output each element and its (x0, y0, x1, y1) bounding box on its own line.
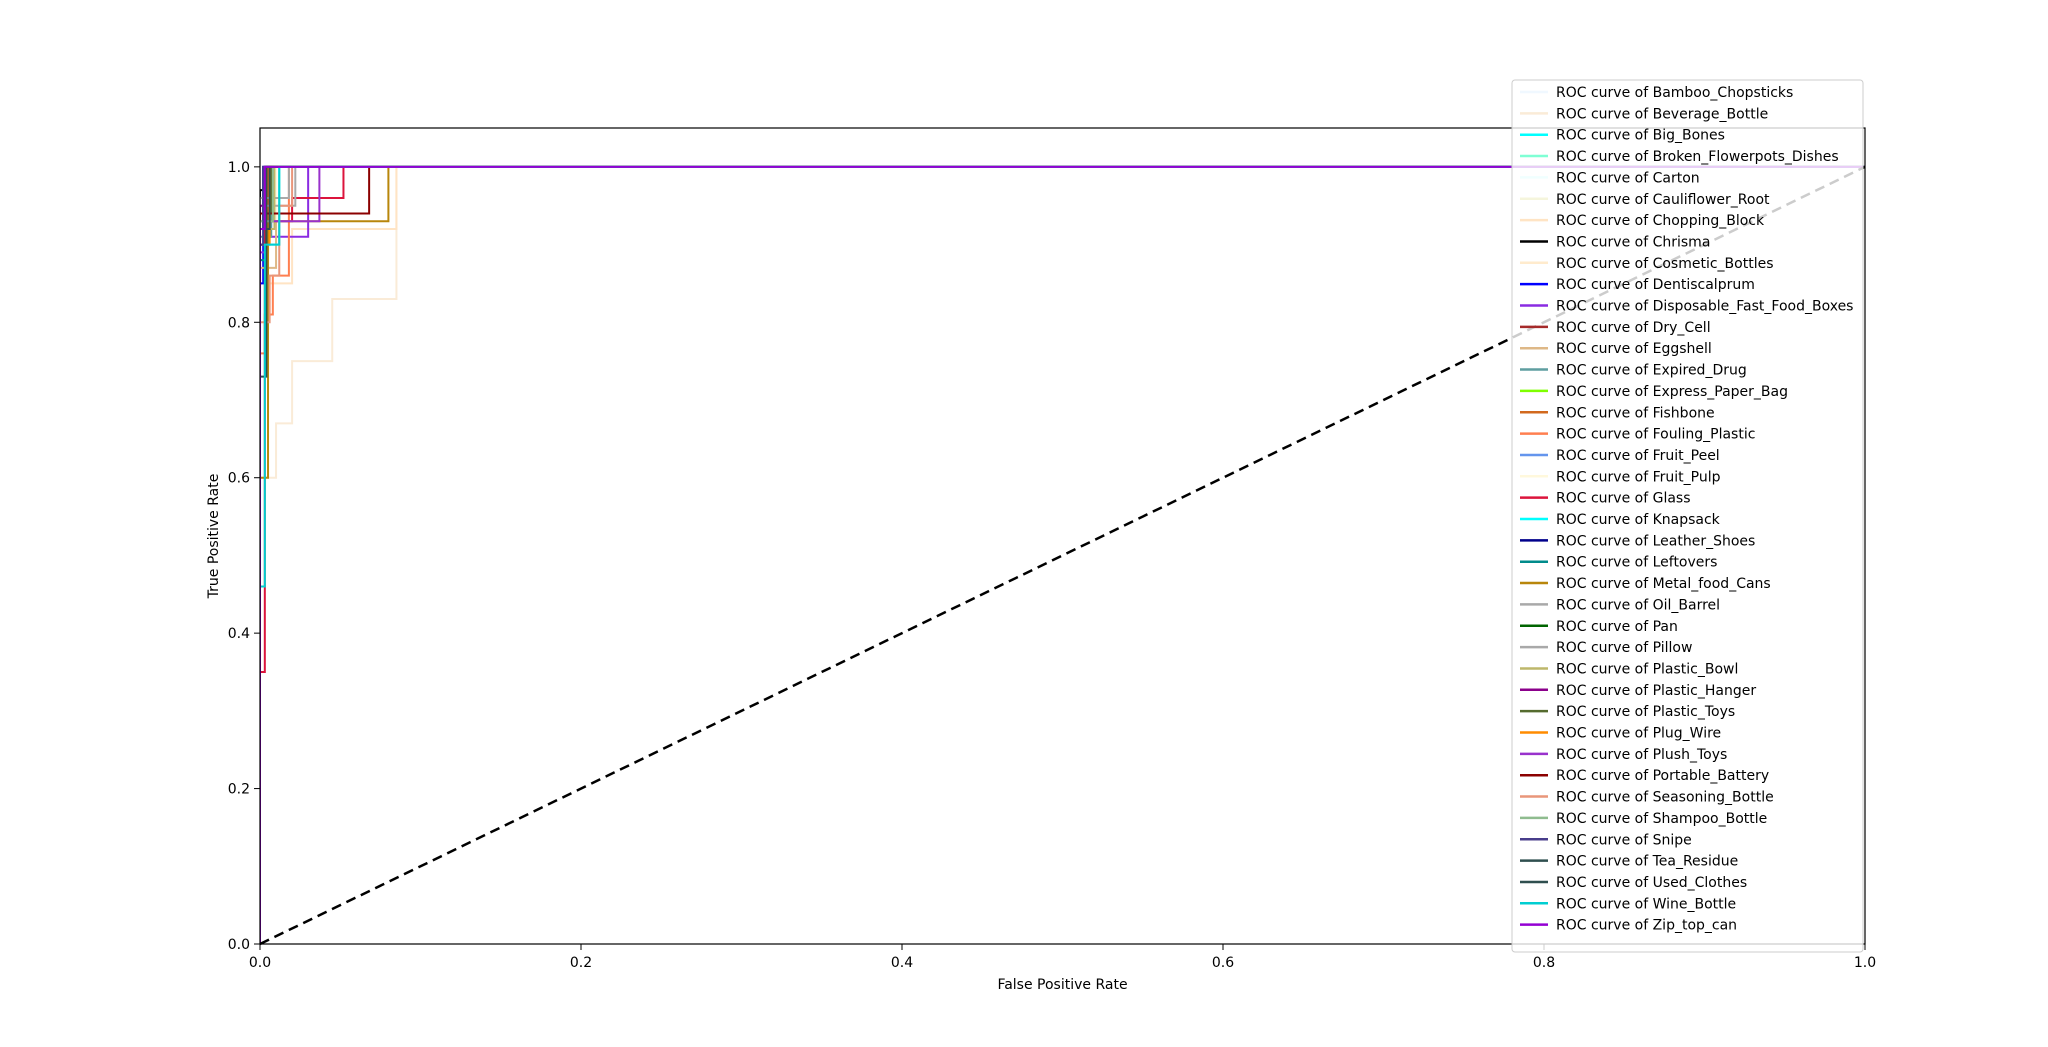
x-tick-label: 1.0 (1854, 955, 1876, 971)
y-tick-label: 0.6 (228, 471, 250, 487)
legend-entry-label: ROC curve of Fruit_Pulp (1556, 469, 1721, 485)
legend-entry-label: ROC curve of Oil_Barrel (1556, 597, 1720, 613)
legend-entry-label: ROC curve of Expired_Drug (1556, 363, 1747, 379)
legend-entry-label: ROC curve of Bamboo_Chopsticks (1556, 85, 1793, 101)
legend-entry-label: ROC curve of Fruit_Peel (1556, 448, 1720, 464)
y-tick-label: 0.8 (228, 315, 250, 331)
x-tick-label: 0.8 (1533, 955, 1555, 971)
legend-box (1511, 79, 1864, 953)
legend-entry-label: ROC curve of Chopping_Block (1556, 213, 1765, 229)
legend-entry-label: ROC curve of Leather_Shoes (1556, 533, 1755, 549)
legend-entry-label: ROC curve of Disposable_Fast_Food_Boxes (1556, 299, 1853, 315)
legend-entry-label: ROC curve of Metal_food_Cans (1556, 576, 1771, 592)
legend-entry-label: ROC curve of Plastic_Toys (1556, 704, 1735, 720)
legend-entry-label: ROC curve of Shampoo_Bottle (1556, 811, 1767, 827)
legend-entry-label: ROC curve of Leftovers (1556, 555, 1717, 571)
legend-entry-label: ROC curve of Carton (1556, 170, 1700, 186)
legend-entry-label: ROC curve of Pan (1556, 619, 1678, 635)
legend-entry-label: ROC curve of Used_Clothes (1556, 875, 1747, 891)
plot-frame (259, 127, 1866, 945)
legend-entry-label: ROC curve of Wine_Bottle (1556, 896, 1736, 912)
legend-entry-label: ROC curve of Cauliflower_Root (1556, 192, 1770, 208)
legend: ROC curve of Bamboo_Chopsticks ROC curve … (1511, 79, 1864, 953)
legend-entry-label: ROC curve of Broken_Flowerpots_Dishes (1556, 149, 1839, 165)
legend-entry-label: ROC curve of Beverage_Bottle (1556, 106, 1768, 122)
legend-entry-label: ROC curve of Fishbone (1556, 405, 1715, 421)
x-tick-label: 0.2 (570, 955, 592, 971)
legend-entry-label: ROC curve of Snipe (1556, 832, 1692, 848)
legend-entry-label: ROC curve of Plastic_Bowl (1556, 661, 1738, 677)
ticks-layer: 0.0 0.2 0.4 0.6 0.8 1.0 0.0 0.2 0.4 0.6 0.8 1.0 (228, 160, 1876, 971)
legend-entry-label: ROC curve of Chrisma (1556, 234, 1710, 250)
legend-entry-label: ROC curve of Cosmetic_Bottles (1556, 256, 1774, 272)
legend-entry-label: ROC curve of Plastic_Hanger (1556, 683, 1756, 699)
y-tick-label: 0.0 (228, 937, 250, 953)
legend-entry-label: ROC curve of Glass (1556, 491, 1691, 507)
x-axis-title: False Positive Rate (997, 977, 1127, 993)
roc-series-line-33 (260, 165, 1865, 944)
y-axis-title: True Positive Rate (206, 474, 222, 600)
y-tick-label: 0.4 (228, 626, 250, 642)
legend-entry-label: ROC curve of Eggshell (1556, 341, 1712, 357)
x-tick-label: 0.0 (249, 955, 271, 971)
y-tick-label: 0.2 (228, 782, 250, 798)
roc-series-line-1 (260, 165, 1865, 944)
x-tick-label: 0.4 (891, 955, 913, 971)
chance-diagonal-line (260, 165, 1865, 946)
legend-entry-label: ROC curve of Express_Paper_Bag (1556, 384, 1788, 400)
legend-entry-label: ROC curve of Seasoning_Bottle (1556, 790, 1774, 806)
legend-entry-label: ROC curve of Big_Bones (1556, 128, 1725, 144)
legend-entry-label: ROC curve of Portable_Battery (1556, 768, 1769, 784)
legend-entry-label: ROC curve of Knapsack (1556, 512, 1721, 528)
legend-entry-label: ROC curve of Dentiscalprum (1556, 277, 1755, 293)
legend-entry-label: ROC curve of Dry_Cell (1556, 320, 1711, 336)
legend-entry-label: ROC curve of Plug_Wire (1556, 726, 1721, 742)
legend-entry-label: ROC curve of Zip_top_can (1556, 918, 1737, 934)
legend-entry-label: ROC curve of Pillow (1556, 640, 1692, 656)
x-tick-label: 0.6 (1212, 955, 1234, 971)
legend-entry-label: ROC curve of Plush_Toys (1556, 747, 1727, 763)
y-tick-label: 1.0 (228, 160, 250, 176)
roc-series-line-39 (260, 165, 1865, 944)
legend-entry-label: ROC curve of Fouling_Plastic (1556, 427, 1755, 443)
legend-entry-label: ROC curve of Tea_Residue (1556, 854, 1738, 870)
series-layer (260, 165, 1865, 946)
